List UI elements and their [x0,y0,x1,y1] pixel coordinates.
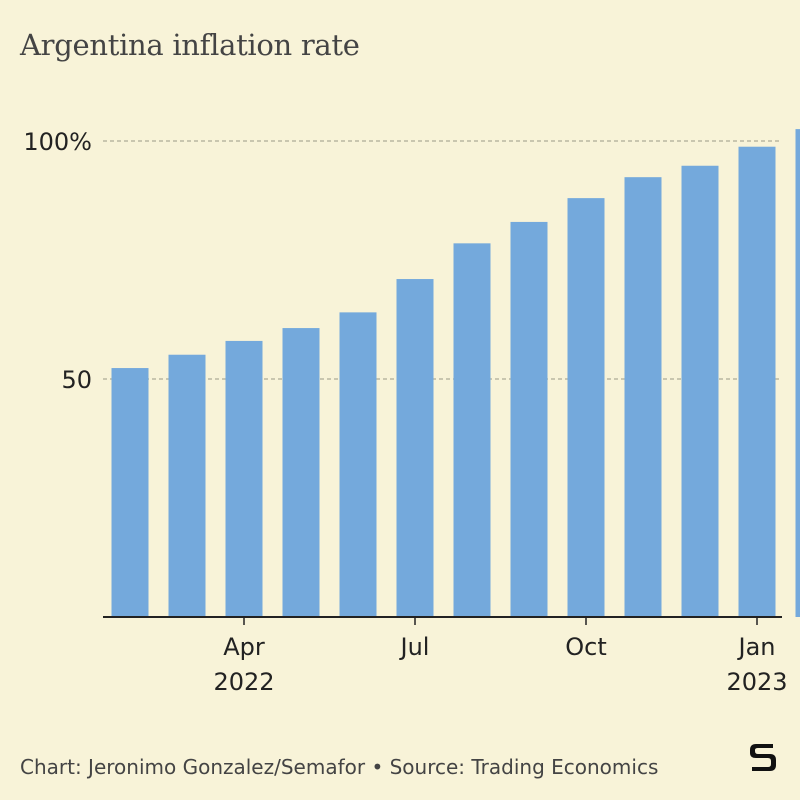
bar-2023-01 [738,146,776,617]
y-tick-labels: 50 100% [23,128,92,394]
x-tick-label-3: Jan [737,633,776,661]
bar-2022-10 [567,198,605,617]
bars [111,129,800,618]
bar-2022-09 [510,221,548,618]
y-tick-label-0: 50 [61,366,92,394]
x-tick-sublabel-0: 2022 [213,668,274,696]
chart-title: Argentina inflation rate [20,28,360,62]
bar-2022-05 [282,328,320,617]
x-tick-sublabel-3: 2023 [726,668,787,696]
bar-2022-11 [624,177,662,617]
bar-2022-03 [168,354,206,617]
x-tick-labels: Apr 2022 Jul Oct Jan 2023 [213,617,788,696]
x-tick-label-2: Oct [565,633,607,661]
semafor-logo-icon [746,740,780,774]
bar-2022-12 [681,165,719,617]
bar-2022-06 [339,312,377,617]
bar-2022-08 [453,243,491,617]
bar-2022-07 [396,279,434,617]
x-tick-label-1: Jul [399,633,430,661]
bar-2022-02 [111,368,149,617]
source-credit: Chart: Jeronimo Gonzalez/Semafor • Sourc… [20,755,659,779]
gridlines [103,140,782,380]
x-tick-label-0: Apr [223,633,265,661]
bar-2023-02 [795,129,800,617]
y-tick-label-1: 100% [23,128,92,156]
bar-2022-04 [225,340,263,617]
